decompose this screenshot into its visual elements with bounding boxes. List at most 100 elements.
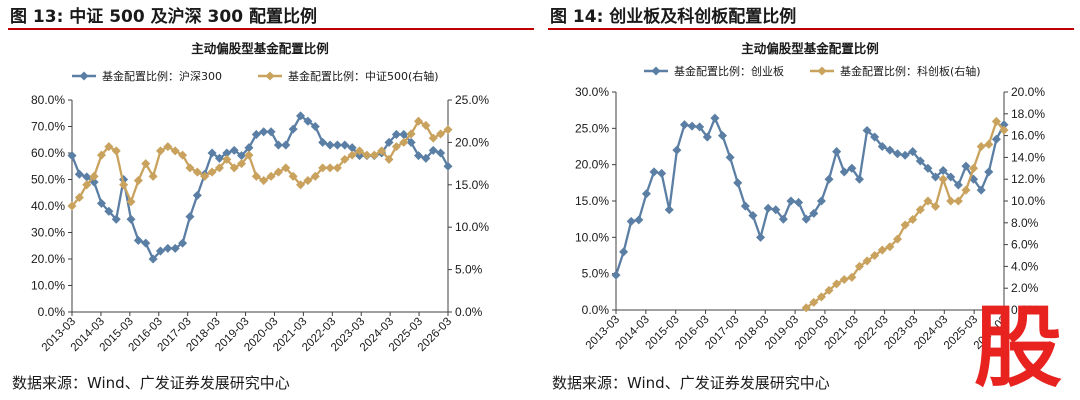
y-right-tick-label: 20.0% (455, 135, 489, 149)
series-0-point (428, 145, 438, 155)
y-right-tick-label: 15.0% (455, 178, 489, 192)
series-1-point (839, 274, 849, 285)
series-0-point (443, 161, 453, 171)
series-0-point (710, 113, 720, 123)
series-0-point (641, 189, 651, 199)
series-1-point (900, 220, 910, 230)
y-left-tick-label: 50.0% (31, 173, 65, 187)
legend-marker-1 (817, 66, 827, 76)
y-right-tick-label: 18.0% (1011, 107, 1045, 121)
y-right-tick-label: 10.0% (455, 220, 489, 234)
y-left-tick-label: 80.0% (31, 93, 65, 107)
series-1-point (892, 234, 903, 244)
y-left-tick-label: 0.0% (582, 303, 610, 317)
series-1-point (141, 159, 151, 169)
series-0-point (763, 203, 773, 213)
series-0-point (908, 147, 918, 157)
series-1-point (163, 142, 173, 152)
series-1-point (816, 292, 826, 302)
series-1-point (237, 159, 247, 169)
series-0-point (953, 180, 963, 190)
series-1-point (877, 245, 887, 255)
series-1-point (251, 171, 261, 181)
legend-label-0: 基金配置比例：创业板 (674, 64, 784, 78)
series-line-0 (70, 114, 450, 261)
series-0-point (816, 196, 826, 206)
series-0-point (877, 141, 887, 152)
y-left-tick-label: 40.0% (31, 199, 65, 213)
series-0-point (961, 161, 971, 171)
series-1-point (259, 176, 269, 186)
series-0-point (900, 150, 910, 160)
series-0-point (104, 206, 114, 216)
figure-13-heading: 图 13: 中证 500 及沪深 300 配置比例 (10, 7, 317, 27)
y-left-tick-label: 10.0% (575, 230, 609, 244)
y-left-tick-label: 70.0% (31, 120, 65, 134)
y-right-tick-label: 16.0% (1011, 129, 1045, 143)
series-1-point (104, 142, 114, 152)
series-0-point (717, 131, 728, 141)
series-0-point (340, 140, 350, 150)
y-right-tick-label: 2.0% (1011, 281, 1039, 295)
figure-13-title-rule (8, 28, 534, 30)
series-1-point (870, 250, 880, 261)
series-1-point (303, 176, 313, 186)
series-1-point (885, 242, 895, 252)
y-right-tick-label: 0.0% (1011, 303, 1039, 317)
series-0-point (801, 214, 811, 224)
figure-14-panel: 图 14: 创业板及科创板配置比例 主动偏股型基金配置比例 基金配置比例：创业板 基… (540, 0, 1080, 400)
series-1-point (155, 146, 165, 156)
series-line-1 (71, 120, 449, 207)
series-0-point (725, 152, 735, 162)
series-0-point (634, 215, 644, 225)
series-1-point (273, 167, 283, 177)
series-0-point (273, 140, 283, 150)
series-1-point (436, 129, 446, 139)
legend-marker-1 (265, 71, 275, 81)
series-1-point (946, 196, 956, 206)
series-line-0 (614, 117, 1006, 276)
series-0-point (626, 216, 636, 226)
series-1-point (67, 201, 77, 211)
series-0-point (976, 185, 986, 195)
series-1-point (111, 146, 121, 156)
y-right-tick-label: 5.0% (455, 263, 483, 277)
y-left-tick-label: 30.0% (575, 85, 609, 99)
figure-14-heading: 图 14: 创业板及科创板配置比例 (550, 7, 797, 27)
series-1-point (74, 192, 84, 203)
figure-14-title-rule (548, 28, 1074, 30)
series-0-point (133, 235, 143, 245)
y-right-tick-label: 14.0% (1011, 150, 1045, 164)
series-1-point (222, 154, 232, 164)
series-0-point (222, 148, 232, 158)
series-0-point (296, 111, 306, 121)
series-1-point (133, 176, 143, 186)
series-0-point (786, 196, 796, 206)
series-1-point (355, 146, 365, 156)
series-1-point (984, 139, 994, 149)
y-right-tick-label: 10.0% (1011, 194, 1045, 208)
figure-13-source: 数据来源：Wind、广发证券发展研究中心 (12, 374, 290, 392)
series-1-point (185, 163, 195, 173)
series-1-point (170, 146, 180, 156)
series-0-point (214, 153, 224, 163)
series-1-point (207, 167, 217, 177)
series-1-point (244, 150, 254, 160)
y-left-tick-label: 25.0% (575, 121, 609, 135)
series-0-point (185, 212, 195, 222)
series-0-point (288, 124, 298, 134)
series-1-point (938, 174, 948, 184)
y-left-tick-label: 10.0% (31, 279, 65, 293)
series-0-point (74, 169, 84, 179)
y-left-tick-label: 0.0% (38, 305, 66, 319)
figure-13-panel: 图 13: 中证 500 及沪深 300 配置比例 主动偏股型基金配置比例 基金配… (8, 7, 534, 392)
series-0-point (832, 147, 842, 157)
series-0-point (259, 127, 269, 137)
series-0-point (892, 149, 903, 159)
series-0-point (984, 167, 994, 177)
series-1-point (428, 133, 438, 143)
series-0-point (251, 129, 261, 139)
series-1-point (961, 185, 971, 195)
